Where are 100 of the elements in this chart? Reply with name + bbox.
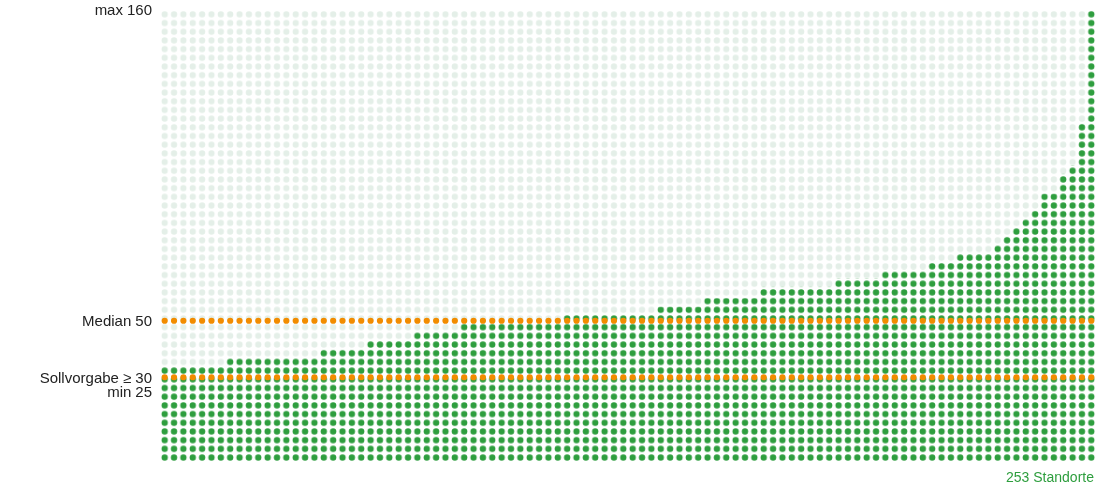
bar: [637, 315, 647, 462]
bar: [805, 286, 816, 462]
bar: [646, 315, 657, 462]
bar: [618, 315, 628, 462]
bar: [974, 252, 984, 462]
bar: [815, 286, 825, 462]
bar: [946, 261, 956, 462]
bar: [272, 357, 282, 462]
bar: [665, 306, 675, 462]
bar: [253, 357, 263, 462]
bar: [599, 315, 610, 462]
bar: [684, 306, 694, 462]
bar: [216, 365, 226, 462]
bar: [759, 286, 769, 462]
bar: [1039, 193, 1050, 462]
y-tick-label: 50: [135, 312, 152, 329]
bar: [581, 315, 591, 462]
bar: [702, 298, 713, 462]
bar: [384, 340, 394, 462]
bar: [730, 298, 741, 462]
bar: [356, 349, 366, 462]
bar: [955, 252, 965, 462]
bar: [936, 261, 947, 462]
bar: [440, 332, 451, 462]
bar: [908, 269, 919, 462]
bar: [890, 269, 900, 462]
bar: [993, 244, 1003, 462]
bar: [525, 323, 535, 462]
bar: [843, 278, 853, 462]
bar: [394, 340, 404, 462]
bar: [833, 278, 844, 462]
bar: [693, 306, 703, 462]
bar: [160, 365, 170, 462]
bar: [787, 286, 797, 462]
bar: [1067, 165, 1078, 462]
bar: [964, 252, 975, 462]
bar: [515, 323, 526, 462]
text: Median: [82, 312, 132, 329]
bar: [337, 349, 348, 462]
bar: [262, 357, 273, 462]
bar: [347, 349, 357, 462]
bar: [674, 306, 685, 462]
bar: [468, 323, 479, 462]
bar: [749, 298, 760, 462]
bar: [871, 278, 881, 462]
bar: [206, 365, 217, 462]
bar: [422, 332, 432, 462]
bar: [412, 332, 423, 462]
x-axis-title: 253 Standorte: [1006, 469, 1095, 485]
bar: [375, 340, 385, 462]
bar: [590, 315, 600, 462]
bar: [1077, 123, 1087, 462]
bar: [712, 298, 722, 462]
bar: [899, 269, 909, 462]
bar: [188, 365, 198, 462]
bar: [628, 315, 638, 462]
bar: [571, 315, 582, 462]
bar: [1058, 173, 1068, 462]
bar: [450, 332, 460, 462]
bar: [768, 286, 778, 462]
bar: [496, 323, 507, 462]
bar: [609, 315, 619, 462]
bar: [1030, 210, 1040, 462]
bar: [309, 357, 320, 462]
bar: [197, 365, 207, 462]
bar: [777, 286, 788, 462]
bar: [291, 357, 301, 462]
bar: [319, 349, 329, 462]
text: max: [94, 1, 124, 19]
bar: [234, 357, 245, 462]
bar: [824, 286, 834, 462]
bar: [553, 323, 563, 462]
bar: [459, 323, 469, 462]
bar: [1002, 236, 1012, 462]
bar: [506, 323, 516, 462]
bar: [721, 298, 731, 462]
bar: [365, 340, 376, 462]
bar: [927, 261, 937, 462]
bar: [281, 357, 292, 462]
bar: [487, 323, 497, 462]
bar: [1021, 219, 1031, 462]
bar: [178, 365, 189, 462]
bar: [796, 286, 806, 462]
bar: [300, 357, 310, 462]
bar: [534, 323, 544, 462]
bar: [656, 306, 666, 462]
bar: [543, 323, 554, 462]
bar: [244, 357, 254, 462]
bar: [862, 278, 872, 462]
bar: [918, 269, 928, 462]
bar: [1011, 227, 1022, 462]
bar: [169, 365, 179, 462]
bar: [225, 357, 235, 462]
bar: [1049, 193, 1059, 462]
bar: [431, 332, 441, 462]
bar: [880, 269, 891, 462]
bar: [852, 278, 862, 462]
y-tick-label: 160: [126, 1, 152, 19]
bar: [328, 349, 338, 462]
bar: [1086, 10, 1096, 462]
